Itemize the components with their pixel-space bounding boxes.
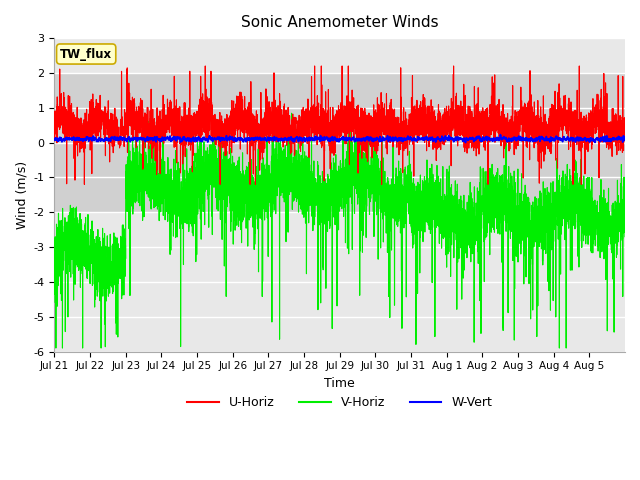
V-Horiz xyxy=(362,201,369,206)
V-Horiz xyxy=(51,236,58,241)
W-Vert xyxy=(525,137,532,143)
W-Vert xyxy=(461,140,469,145)
Line: W-Vert: W-Vert xyxy=(54,134,625,143)
W-Vert xyxy=(169,136,177,142)
W-Vert xyxy=(361,138,369,144)
V-Horiz xyxy=(169,178,177,183)
U-Horiz xyxy=(540,136,547,142)
W-Vert xyxy=(621,137,629,143)
V-Horiz xyxy=(540,179,547,185)
U-Horiz xyxy=(392,131,399,137)
V-Horiz xyxy=(288,110,296,116)
V-Horiz xyxy=(392,178,399,184)
V-Horiz xyxy=(621,234,629,240)
Text: TW_flux: TW_flux xyxy=(60,48,112,60)
U-Horiz xyxy=(169,115,177,120)
W-Vert xyxy=(392,134,399,140)
U-Horiz xyxy=(525,110,532,116)
V-Horiz xyxy=(52,345,60,351)
Legend: U-Horiz, V-Horiz, W-Vert: U-Horiz, V-Horiz, W-Vert xyxy=(182,391,497,414)
W-Vert xyxy=(497,132,504,138)
X-axis label: Time: Time xyxy=(324,377,355,390)
W-Vert xyxy=(51,136,58,142)
W-Vert xyxy=(540,135,547,141)
Line: V-Horiz: V-Horiz xyxy=(54,113,625,348)
U-Horiz xyxy=(202,63,209,69)
U-Horiz xyxy=(362,110,369,116)
U-Horiz xyxy=(51,108,58,114)
V-Horiz xyxy=(525,209,532,215)
W-Vert xyxy=(497,132,504,137)
Y-axis label: Wind (m/s): Wind (m/s) xyxy=(15,161,28,229)
V-Horiz xyxy=(497,180,504,186)
Bar xyxy=(54,73,625,212)
U-Horiz xyxy=(497,118,504,124)
Title: Sonic Anemometer Winds: Sonic Anemometer Winds xyxy=(241,15,438,30)
U-Horiz xyxy=(621,138,629,144)
U-Horiz xyxy=(81,181,88,187)
Line: U-Horiz: U-Horiz xyxy=(54,66,625,184)
